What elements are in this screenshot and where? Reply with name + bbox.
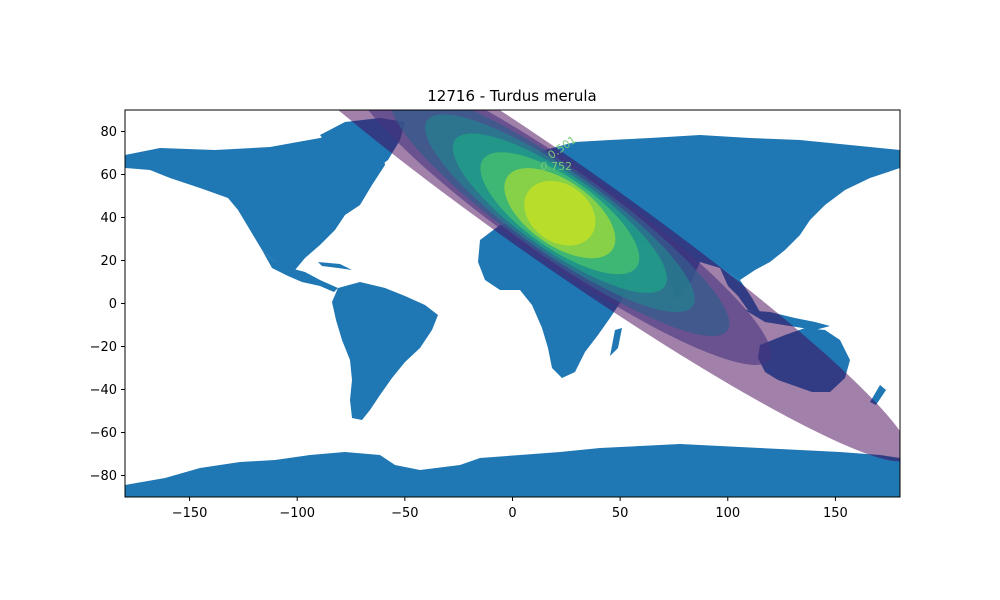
y-tick-label: 40 (100, 211, 117, 226)
y-axis: −80 −60 −40 −20 0 20 40 60 80 (90, 125, 125, 484)
eurasia-landmass (490, 135, 900, 280)
antarctica-landmass (125, 444, 900, 497)
x-tick-label: −50 (391, 506, 418, 521)
y-tick-label: 60 (100, 168, 117, 183)
x-tick-label: −100 (279, 506, 315, 521)
y-tick-label: −20 (90, 340, 117, 355)
y-tick-label: −40 (90, 383, 117, 398)
x-tick-label: −150 (172, 506, 208, 521)
x-tick-label: 0 (508, 506, 516, 521)
new-zealand-islands (870, 385, 886, 405)
central-america-landmass (262, 250, 338, 292)
y-tick-label: −60 (90, 426, 117, 441)
chart-title: 12716 - Turdus merula (427, 87, 596, 105)
north-america-landmass (125, 128, 385, 272)
x-axis: −150 −100 −50 0 50 100 150 (172, 497, 848, 521)
south-america-landmass (332, 282, 438, 420)
x-tick-label: 50 (612, 506, 629, 521)
caribbean-islands (318, 262, 352, 270)
x-tick-label: 150 (823, 506, 848, 521)
madagascar-landmass (610, 328, 622, 356)
y-tick-label: 0 (109, 297, 117, 312)
contour-label: 0.752 (540, 160, 572, 173)
y-tick-label: 80 (100, 125, 117, 140)
y-tick-label: 20 (100, 254, 117, 269)
distribution-contours (209, 110, 900, 462)
y-tick-label: −80 (90, 469, 117, 484)
x-tick-label: 100 (715, 506, 740, 521)
contour-level-7 (524, 180, 596, 246)
